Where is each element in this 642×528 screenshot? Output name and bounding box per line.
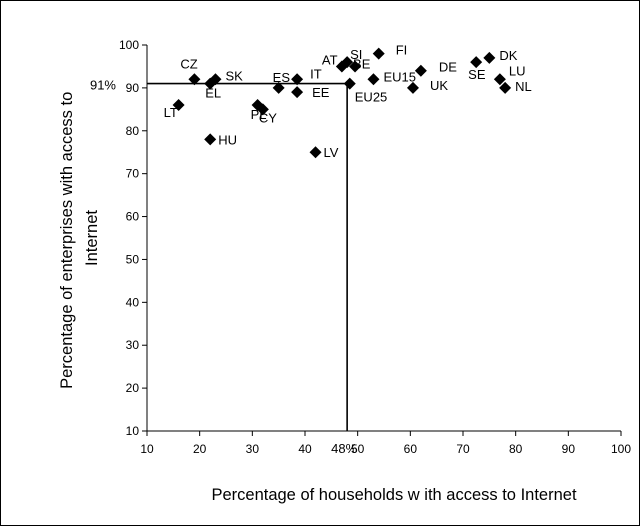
y-tick-label: 40 bbox=[126, 295, 140, 309]
data-point-de bbox=[415, 65, 427, 77]
x-tick-label: 40 bbox=[298, 442, 312, 456]
point-label-lv: LV bbox=[324, 145, 339, 160]
point-label-es: ES bbox=[273, 70, 291, 85]
x-tick-label: 80 bbox=[509, 442, 523, 456]
y-tick-label: 90 bbox=[126, 81, 140, 95]
point-label-eu15: EU15 bbox=[383, 69, 416, 84]
y-axis-title-line-1: Percentage of enterprises with access to bbox=[58, 92, 76, 389]
point-label-el: EL bbox=[205, 86, 221, 101]
point-label-sk: SK bbox=[225, 68, 243, 83]
data-point-eu25 bbox=[344, 78, 356, 90]
data-point-ee bbox=[291, 86, 303, 98]
data-point-eu15 bbox=[367, 73, 379, 85]
x-reference-label: 48% bbox=[331, 441, 357, 456]
y-tick-label: 80 bbox=[126, 124, 140, 138]
y-axis-title-line-2: Internet bbox=[83, 210, 101, 266]
point-label-uk: UK bbox=[430, 78, 448, 93]
y-axis-title: Percentage of enterprises with access to… bbox=[58, 87, 101, 389]
x-tick-label: 70 bbox=[456, 442, 470, 456]
x-tick-label: 10 bbox=[140, 442, 154, 456]
point-label-cz: CZ bbox=[180, 56, 197, 71]
x-tick-label: 100 bbox=[611, 442, 631, 456]
x-tick-label: 60 bbox=[404, 442, 418, 456]
point-label-dk: DK bbox=[499, 48, 517, 63]
point-label-be: BE bbox=[353, 56, 371, 71]
point-label-hu: HU bbox=[218, 132, 237, 147]
point-label-se: SE bbox=[468, 67, 486, 82]
y-tick-label: 70 bbox=[126, 167, 140, 181]
y-tick-label: 20 bbox=[126, 381, 140, 395]
point-label-ee: EE bbox=[312, 85, 330, 100]
data-point-dk bbox=[483, 52, 495, 64]
y-tick-label: 60 bbox=[126, 210, 140, 224]
data-point-hu bbox=[204, 133, 216, 145]
point-label-eu25: EU25 bbox=[355, 90, 388, 105]
x-axis-title: Percentage of households w ith access to… bbox=[211, 486, 576, 504]
x-tick-label: 90 bbox=[562, 442, 576, 456]
x-tick-label: 30 bbox=[246, 442, 260, 456]
point-label-lu: LU bbox=[509, 63, 526, 78]
y-tick-label: 100 bbox=[119, 38, 139, 52]
point-label-nl: NL bbox=[515, 79, 532, 94]
y-reference-label: 91% bbox=[90, 78, 116, 93]
point-label-de: DE bbox=[439, 60, 457, 75]
point-label-lt: LT bbox=[164, 105, 178, 120]
data-point-lv bbox=[310, 146, 322, 158]
data-point-fi bbox=[373, 48, 385, 60]
point-label-at: AT bbox=[322, 52, 338, 67]
y-tick-label: 30 bbox=[126, 338, 140, 352]
x-tick-label: 20 bbox=[193, 442, 207, 456]
y-tick-label: 10 bbox=[126, 424, 140, 438]
y-tick-label: 50 bbox=[126, 252, 140, 266]
point-label-fi: FI bbox=[396, 43, 408, 58]
point-label-cy: CY bbox=[259, 110, 277, 125]
point-label-it: IT bbox=[310, 66, 322, 81]
